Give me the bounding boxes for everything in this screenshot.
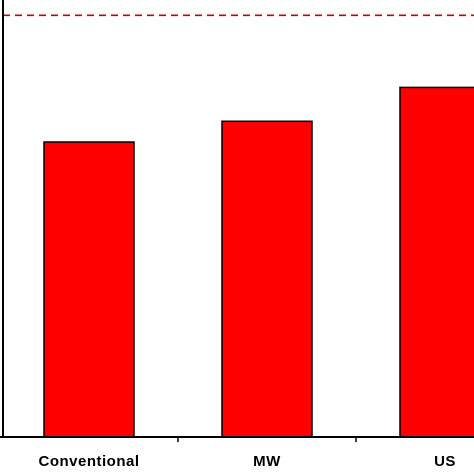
bars-group bbox=[43, 86, 474, 438]
x-tick-label: Conventional bbox=[38, 453, 139, 470]
x-tick-label: US bbox=[434, 453, 456, 470]
bar-conventional bbox=[43, 141, 135, 438]
bar-us bbox=[399, 86, 474, 438]
x-tick-label: MW bbox=[253, 453, 281, 470]
x-tick-labels-group: Conventional MW US bbox=[38, 453, 455, 470]
bar-mw bbox=[221, 120, 313, 438]
x-ticks-group bbox=[177, 437, 357, 442]
